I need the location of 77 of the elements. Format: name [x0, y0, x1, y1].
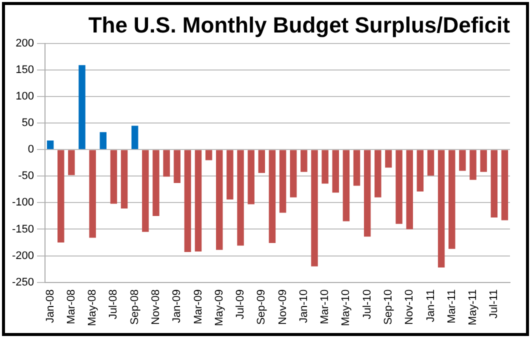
x-tick-label: Sep-09 [256, 289, 268, 325]
bar [131, 126, 138, 150]
x-tick-label: Mar-11 [446, 289, 458, 324]
bar [58, 150, 64, 242]
bar [385, 150, 392, 168]
y-tick-label: 50 [22, 117, 34, 130]
x-tick-label: May-09 [213, 289, 226, 326]
y-tick-label: 0 [28, 144, 34, 156]
bar [300, 150, 308, 172]
bar [89, 150, 96, 238]
bar [68, 150, 75, 176]
bar [459, 150, 466, 171]
x-tick-label: Mar-08 [65, 289, 78, 324]
bar [142, 150, 149, 232]
bar [427, 150, 434, 176]
x-tick-label: Jan-11 [424, 289, 437, 322]
bar [184, 150, 192, 252]
y-tick-label: 150 [16, 64, 34, 76]
x-tick-label: Jan-09 [171, 289, 184, 323]
y-tick-label: -100 [12, 196, 34, 209]
bar [152, 150, 160, 216]
x-tick-label: May-08 [86, 289, 99, 326]
x-tick-label: May-11 [467, 289, 480, 326]
y-tick-label: -150 [12, 223, 34, 236]
x-tick-label: Nov-08 [150, 289, 162, 325]
x-tick-label: Jul-08 [108, 289, 120, 320]
bar [174, 150, 180, 184]
x-tick-label: Mar-10 [319, 289, 332, 324]
bar [448, 150, 456, 249]
x-tick-label: Jul-09 [234, 289, 247, 320]
bar [332, 150, 339, 193]
bar [248, 150, 254, 204]
bar [268, 150, 276, 244]
bar [311, 150, 318, 266]
bar [194, 150, 202, 252]
bar [258, 150, 266, 173]
bar [406, 150, 413, 230]
y-tick-label: -250 [12, 276, 34, 288]
bar [322, 150, 328, 184]
bar [470, 150, 476, 180]
bar [501, 150, 508, 220]
y-tick-label: -200 [12, 250, 34, 262]
bar [438, 150, 445, 268]
x-tick-label: Jul-11 [488, 289, 500, 318]
bar [290, 150, 297, 198]
x-tick-label: Jul-10 [361, 289, 374, 320]
bar [163, 150, 170, 177]
bar [364, 150, 371, 237]
bar [216, 150, 223, 250]
x-tick-label: Jan-08 [44, 289, 56, 323]
y-tick-label: 100 [16, 90, 34, 103]
x-tick-label: May-10 [340, 289, 352, 326]
bar [279, 150, 286, 213]
bar [342, 150, 350, 222]
bar [353, 150, 360, 186]
bar [46, 140, 54, 150]
x-tick-label: Nov-09 [276, 289, 289, 325]
bar [226, 150, 234, 200]
bar [205, 150, 212, 160]
bar [396, 150, 402, 224]
bar [100, 132, 107, 150]
bar [237, 150, 244, 246]
x-tick-label: Mar-09 [192, 289, 204, 324]
y-tick-label: -50 [18, 170, 34, 182]
x-tick-label: Sep-10 [382, 289, 394, 325]
bar [78, 65, 86, 150]
bar [110, 150, 118, 204]
x-tick-label: Jan-10 [298, 289, 310, 323]
bar [480, 150, 487, 172]
x-tick-label: Sep-08 [128, 289, 141, 325]
x-tick-label: Nov-10 [404, 289, 416, 325]
chart-title: The U.S. Monthly Budget Surplus/Deficit [88, 12, 511, 38]
bar [416, 150, 424, 192]
bar [374, 150, 382, 198]
bar [490, 150, 498, 218]
y-tick-label: 200 [16, 37, 34, 50]
bar [120, 150, 128, 209]
